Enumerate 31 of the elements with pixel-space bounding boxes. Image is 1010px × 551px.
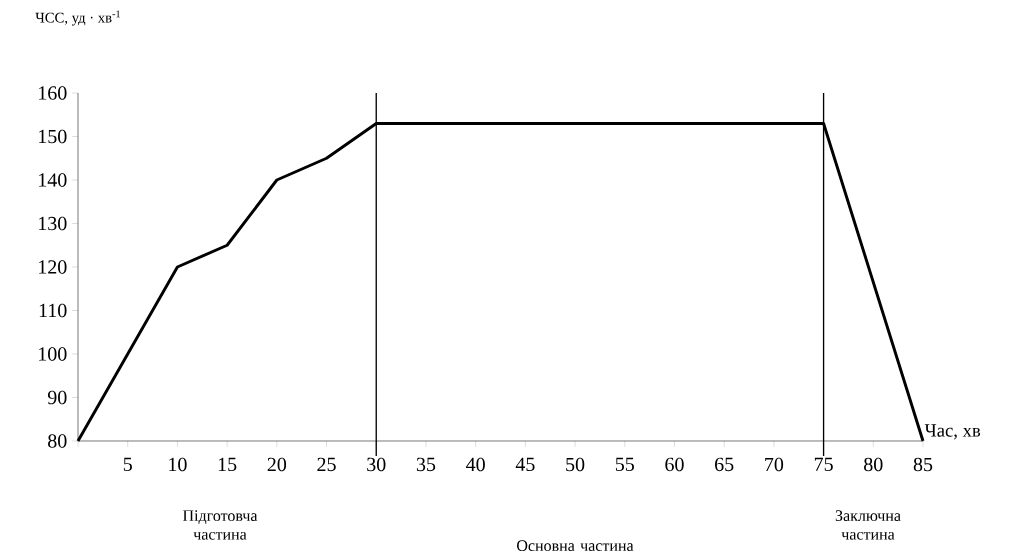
x-tick-label: 15 — [218, 457, 237, 472]
y-tick-label: 100 — [39, 347, 67, 361]
text: Підготовча частина — [182, 510, 258, 540]
x-tick-label: 65 — [715, 457, 734, 472]
x-tick-label: 30 — [367, 457, 386, 472]
x-tick-label: 25 — [317, 457, 336, 472]
y-axis-title: ЧСС, уд · хв$^{-1}$ — [35, 10, 120, 26]
x-tick-label: 40 — [466, 457, 485, 472]
x-tick-label: 80 — [864, 457, 883, 472]
y-tick-label: 90 — [47, 390, 67, 405]
x-tick-label: 35 — [416, 457, 436, 472]
y-tick-label: 130 — [39, 216, 67, 231]
x-tick-label: 50 — [566, 457, 585, 472]
y-tick-label: 80 — [48, 434, 67, 448]
text: Основна частина — [517, 540, 634, 551]
text: Заключна частина — [835, 510, 901, 540]
y-tick-label: 150 — [39, 129, 67, 144]
x-tick-label: 75 — [814, 457, 833, 471]
y-tick-label: 140 — [39, 173, 67, 187]
x-axis-title: Час, хв — [924, 424, 981, 440]
x-tick-label: 5 — [123, 457, 132, 471]
x-tick-label: 70 — [765, 457, 784, 472]
x-tick-label: 55 — [615, 457, 634, 471]
x-tick-label: 45 — [515, 457, 535, 472]
y-tick-label: 160 — [39, 86, 67, 100]
x-tick-label: 20 — [267, 457, 287, 472]
y-tick-label: 110 — [39, 303, 67, 318]
x-tick-label: 10 — [169, 457, 187, 472]
x-tick-label: 85 — [913, 457, 933, 472]
x-tick-label: 60 — [665, 457, 684, 472]
y-tick-label: 120 — [39, 260, 67, 274]
